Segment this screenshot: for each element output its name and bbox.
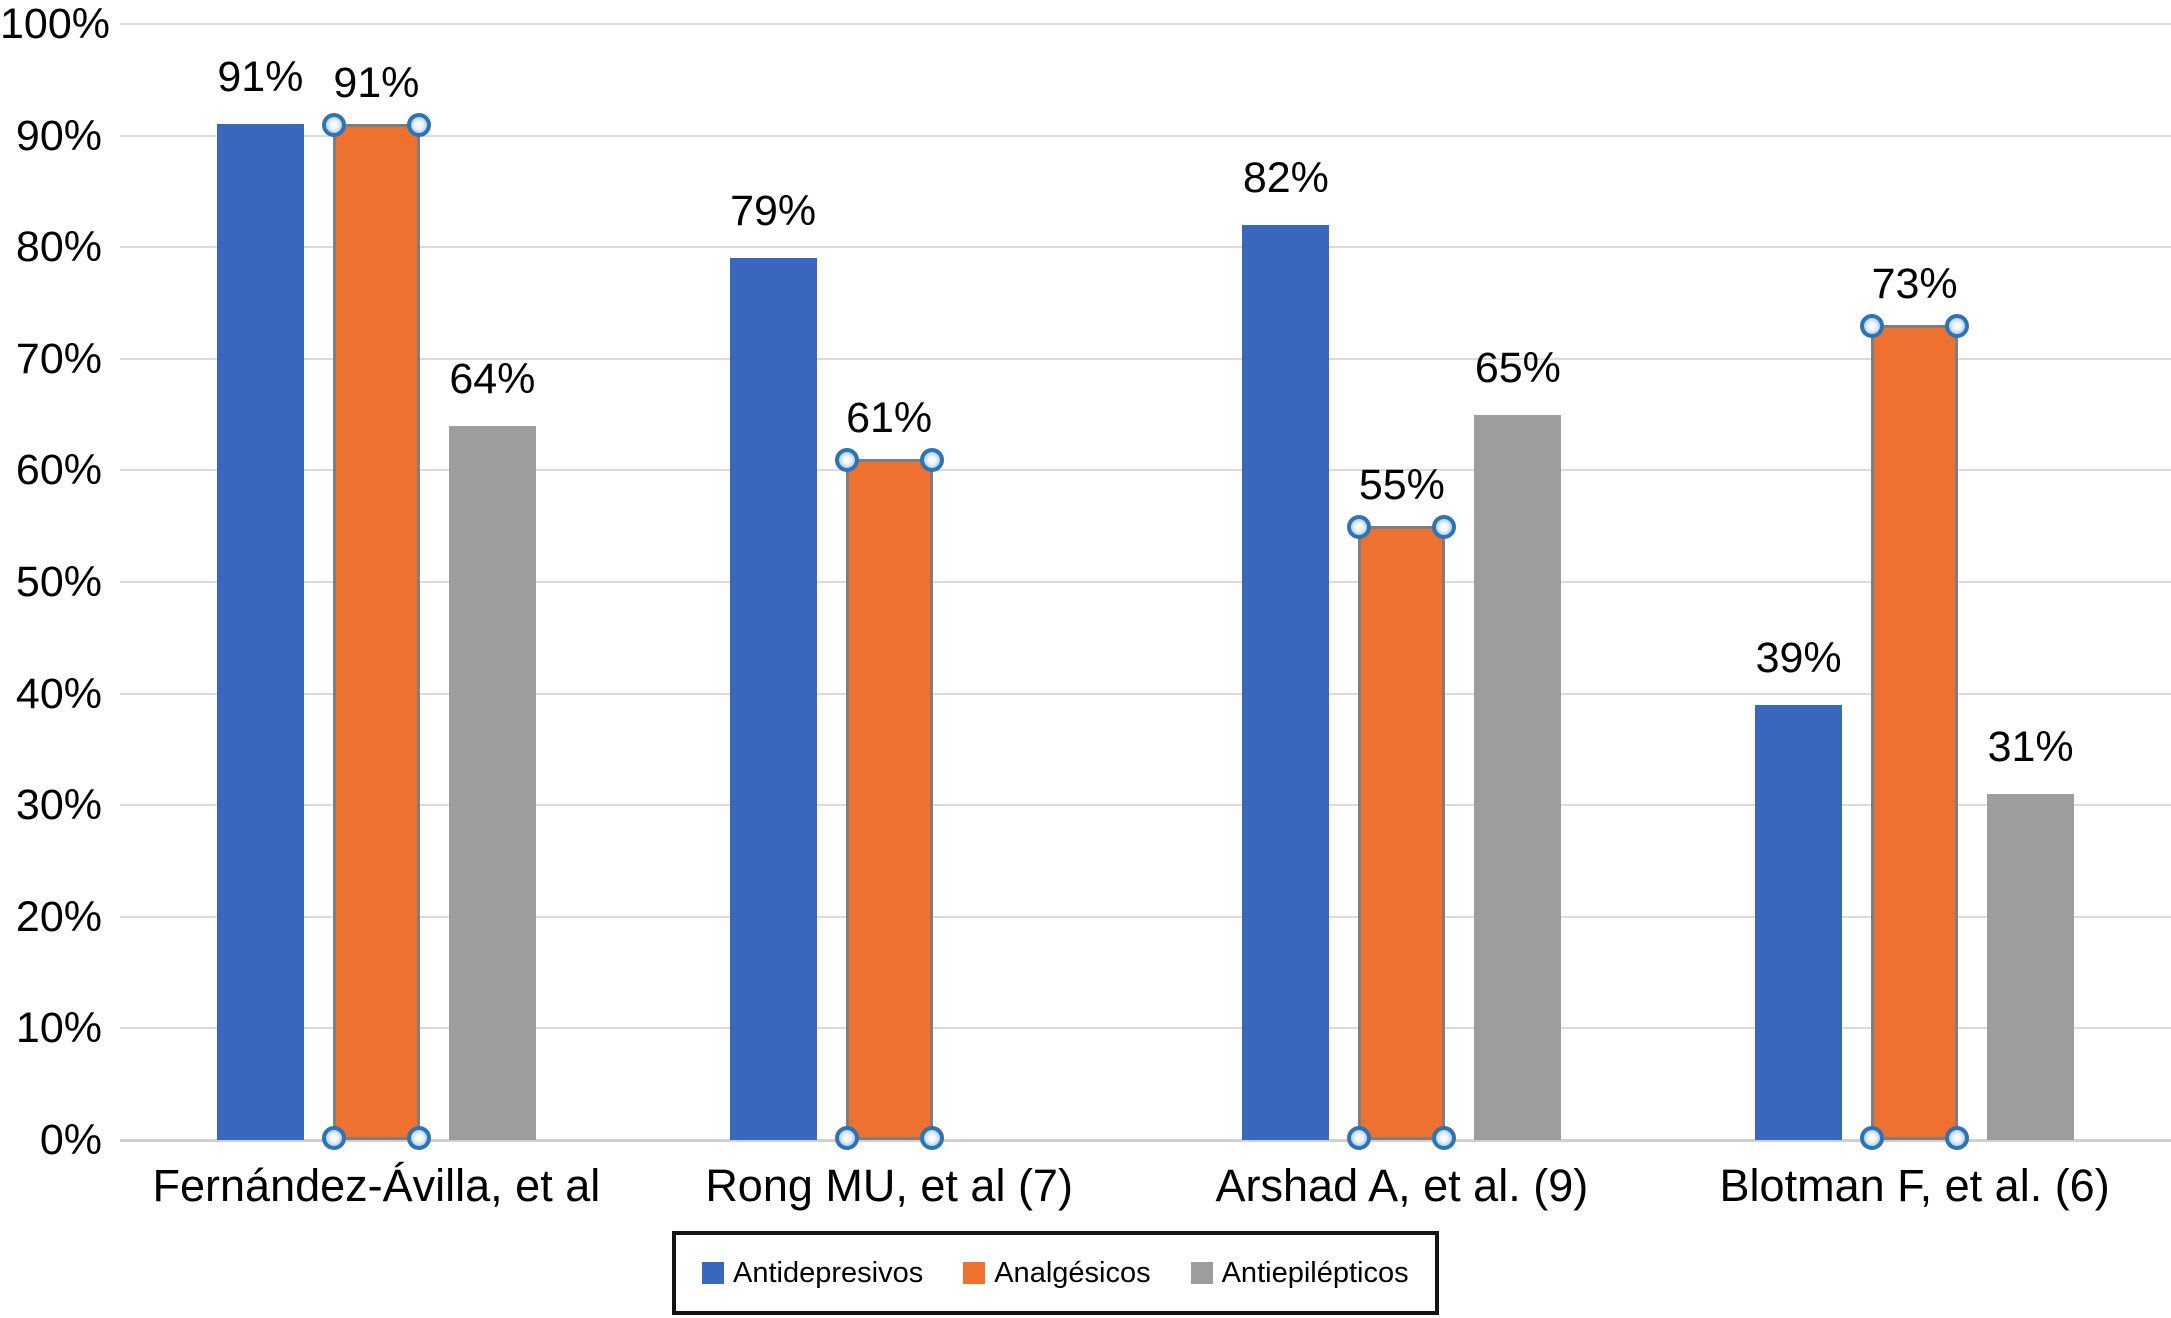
legend-swatch-icon <box>702 1262 724 1284</box>
bar-antidepresivos[interactable] <box>216 124 304 1140</box>
x-axis-line <box>120 1139 2171 1142</box>
selection-handle[interactable] <box>1432 1126 1457 1150</box>
bar-slot: 65% <box>1474 24 1562 1140</box>
data-label: 91% <box>217 53 304 102</box>
y-axis-tick-label: 80% <box>15 223 102 272</box>
y-axis-tick-label: 10% <box>15 1004 102 1053</box>
bar-antiepilepticos[interactable] <box>448 425 536 1140</box>
selection-handle[interactable] <box>1945 1126 1970 1150</box>
legend-item-antidepresivos[interactable]: Antidepresivos <box>702 1257 923 1290</box>
y-axis: 100% 90% 80% 70% 60% 50% 40% 30% 20% 10% 0% <box>0 0 110 1318</box>
gridline <box>120 469 2171 472</box>
gridline <box>120 23 2171 25</box>
selection-handle[interactable] <box>1860 314 1885 339</box>
selection-handle[interactable] <box>1347 515 1372 540</box>
y-axis-tick-label: 0% <box>39 1116 102 1164</box>
bar-slot: 79% <box>729 24 817 1140</box>
x-axis-category-label: Fernández-Ávilla, et al <box>152 1160 601 1211</box>
gridline <box>120 804 2171 807</box>
legend-item-antiepilepticos[interactable]: Antiepilépticos <box>1190 1256 1409 1290</box>
legend: Antidepresivos Analgésicos Antiepilépticos <box>672 1231 1439 1315</box>
data-label: 91% <box>333 59 420 108</box>
data-label: 31% <box>1987 723 2074 772</box>
bar-group: 39% 73% 31% <box>1658 24 2171 1150</box>
selection-handle[interactable] <box>919 448 944 473</box>
bar-group: 79% 61% <box>633 24 1146 1150</box>
selection-handle[interactable] <box>406 1126 431 1150</box>
data-label: 82% <box>1242 153 1329 202</box>
gridline <box>120 1027 2171 1030</box>
bar-slot: 39% <box>1755 24 1843 1140</box>
bar-analgesicos[interactable] <box>1347 515 1457 1150</box>
bar-antidepresivos[interactable] <box>1755 704 1843 1140</box>
bar-analgesicos[interactable] <box>834 448 944 1150</box>
bar-slot: 64% <box>448 24 536 1140</box>
data-label: 79% <box>730 187 817 236</box>
bar-group: 91% 91% 64% <box>120 24 633 1150</box>
y-axis-tick-label: 60% <box>15 446 102 495</box>
bar-slot: 82% <box>1242 24 1330 1140</box>
legend-item-analgesicos[interactable]: Analgésicos <box>963 1256 1151 1290</box>
selection-handle[interactable] <box>1432 515 1457 540</box>
legend-swatch-icon <box>963 1262 986 1284</box>
gridline <box>120 134 2171 137</box>
selection-handle[interactable] <box>406 113 431 138</box>
y-axis-tick-label: 20% <box>15 892 102 941</box>
selection-handle[interactable] <box>321 1126 346 1150</box>
x-axis: Fernández-Ávilla, et al Rong MU, et al (7… <box>120 1160 2171 1224</box>
bar-analgesicos[interactable] <box>1860 314 1970 1150</box>
gridline <box>120 246 2171 249</box>
bar-slot: 91% <box>216 24 304 1140</box>
legend-label: Antidepresivos <box>733 1256 924 1289</box>
selection-handle[interactable] <box>834 448 859 473</box>
legend-label: Analgésicos <box>994 1256 1151 1289</box>
selection-handle[interactable] <box>919 1126 944 1150</box>
gridline <box>120 581 2171 583</box>
bar-antidepresivos[interactable] <box>1242 224 1330 1140</box>
gridline <box>120 357 2171 360</box>
bar-group: 82% 55% 65% <box>1146 24 1659 1150</box>
data-label: 73% <box>1871 260 1958 309</box>
bar-slot: 31% <box>1987 24 2075 1140</box>
y-axis-tick-label: 40% <box>15 669 102 718</box>
bar-antidepresivos[interactable] <box>729 258 817 1140</box>
bar-antiepilepticos[interactable] <box>1474 414 1562 1140</box>
data-label: 55% <box>1358 461 1445 510</box>
y-axis-tick-label: 30% <box>15 781 102 830</box>
bar-antiepilepticos[interactable] <box>1987 794 2075 1140</box>
data-label: 39% <box>1755 633 1842 682</box>
legend-swatch-icon <box>1190 1262 1213 1284</box>
y-axis-tick-label: 70% <box>15 334 102 383</box>
bar-slot: 61% <box>834 24 944 1150</box>
bar-analgesicos[interactable] <box>321 113 431 1150</box>
y-axis-tick-label: 50% <box>15 558 102 606</box>
selection-handle[interactable] <box>1945 314 1970 339</box>
plot-area: 91% 91% 64% 79% 61% 82% 55% 65% 39% 73% 31% <box>120 23 2171 1150</box>
data-label: 64% <box>449 354 536 403</box>
y-axis-tick-label: 100% <box>0 0 110 48</box>
data-label: 65% <box>1474 343 1561 392</box>
selection-handle[interactable] <box>834 1126 859 1150</box>
bar-slot <box>962 24 1049 1140</box>
y-axis-tick-label: 90% <box>15 111 102 160</box>
selection-handle[interactable] <box>321 113 346 138</box>
selection-handle[interactable] <box>1860 1126 1885 1150</box>
bar-slot: 55% <box>1347 24 1457 1150</box>
bar-slot: 73% <box>1860 24 1970 1150</box>
x-axis-category-label: Rong MU, et al (7) <box>705 1160 1073 1211</box>
x-axis-category-label: Blotman F, et al. (6) <box>1719 1160 2110 1211</box>
gridline <box>120 915 2171 918</box>
selection-handle[interactable] <box>1347 1126 1372 1150</box>
gridline <box>120 692 2171 695</box>
data-label: 61% <box>846 394 933 443</box>
bar-slot: 91% <box>321 24 431 1150</box>
x-axis-category-label: Arshad A, et al. (9) <box>1215 1160 1589 1211</box>
legend-label: Antiepilépticos <box>1221 1256 1409 1289</box>
